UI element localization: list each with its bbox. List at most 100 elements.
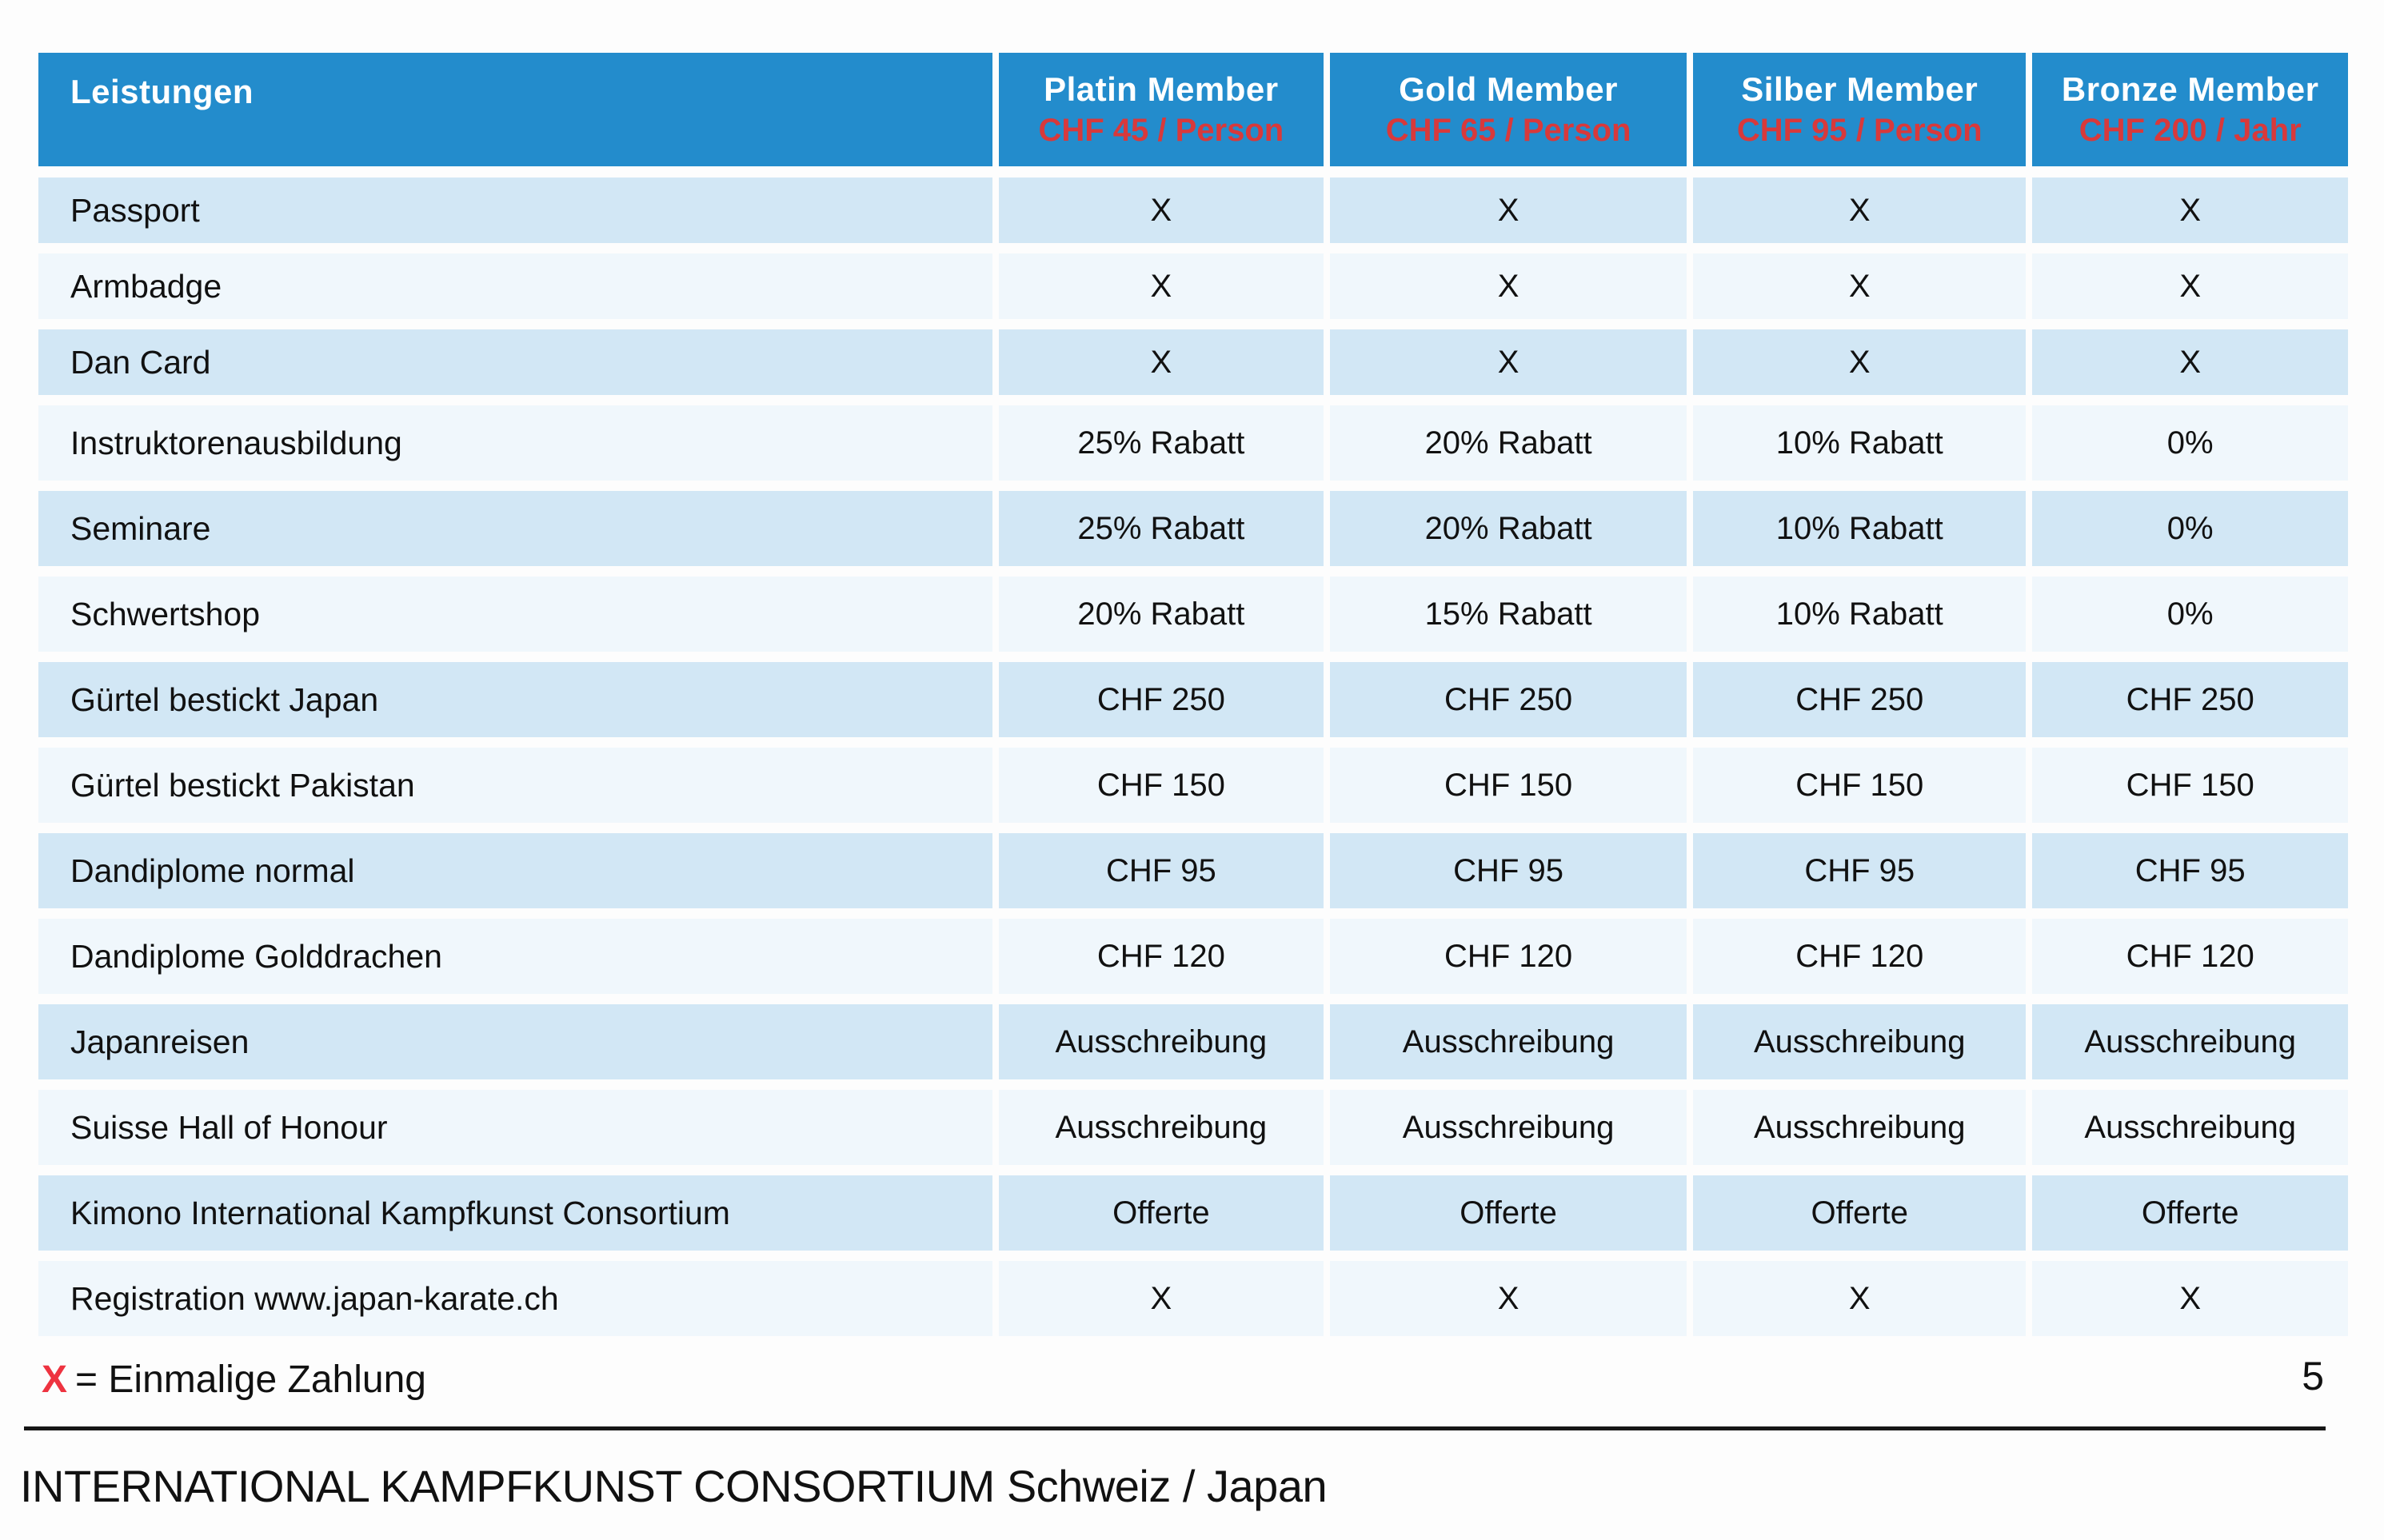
cell-value: CHF 95: [2032, 833, 2348, 908]
cell-value: CHF 250: [1330, 662, 1687, 737]
table-row: Armbadge X X X X: [38, 253, 2348, 319]
row-label: Dan Card: [38, 329, 992, 395]
cell-value: CHF 150: [1693, 748, 2027, 823]
cell-value: CHF 250: [2032, 662, 2348, 737]
cell-value: X: [998, 329, 1324, 395]
table-row: Dan Card X X X X: [38, 329, 2348, 395]
cell-value: 20% Rabatt: [1330, 491, 1687, 566]
table-row: Dandiplome normal CHF 95 CHF 95 CHF 95 CHF 9…: [38, 833, 2348, 908]
cell-value: 10% Rabatt: [1693, 577, 2027, 652]
cell-value: Offerte: [1693, 1175, 2027, 1251]
table-row: Suisse Hall of Honour Ausschreibung Aussch…: [38, 1090, 2348, 1165]
cell-value: X: [1330, 1261, 1687, 1336]
member-tier-name: Bronze Member: [2061, 70, 2319, 108]
legend: X = Einmalige Zahlung: [42, 1358, 426, 1402]
cell-value: X: [1330, 329, 1687, 395]
table-row: Gürtel bestickt Pakistan CHF 150 CHF 150 CH…: [38, 748, 2348, 823]
cell-value: Offerte: [2032, 1175, 2348, 1251]
cell-value: X: [998, 178, 1324, 243]
table-row: Gürtel bestickt Japan CHF 250 CHF 250 CHF 2…: [38, 662, 2348, 737]
row-label: Dandiplome normal: [38, 833, 992, 908]
cell-value: Offerte: [998, 1175, 1324, 1251]
member-tier-price: CHF 65 / Person: [1385, 113, 1631, 149]
footer-organization-line: INTERNATIONAL KAMPFKUNST CONSORTIUM Schw…: [20, 1461, 1328, 1511]
cell-value: CHF 250: [1693, 662, 2027, 737]
table-row: Registration www.japan-karate.ch X X X X: [38, 1261, 2348, 1336]
cell-value: X: [998, 253, 1324, 319]
table-row: Passport X X X X: [38, 178, 2348, 243]
cell-value: Ausschreibung: [1693, 1090, 2027, 1165]
page-number: 5: [2302, 1354, 2324, 1398]
column-header-member: Gold Member CHF 65 / Person: [1330, 53, 1687, 166]
member-tier-name: Gold Member: [1399, 70, 1619, 108]
table-row: Dandiplome Golddrachen CHF 120 CHF 120 CHF …: [38, 919, 2348, 994]
row-label: Suisse Hall of Honour: [38, 1090, 992, 1165]
table-body: Passport X X X X Armbadge X X X X Dan Card X X X X Inst…: [38, 178, 2348, 1336]
cell-value: 0%: [2032, 577, 2348, 652]
cell-value: 25% Rabatt: [998, 491, 1324, 566]
row-label: Armbadge: [38, 253, 992, 319]
row-label: Schwertshop: [38, 577, 992, 652]
row-label: Gürtel bestickt Pakistan: [38, 748, 992, 823]
cell-value: CHF 120: [1330, 919, 1687, 994]
cell-value: 10% Rabatt: [1693, 405, 2027, 481]
row-label: Passport: [38, 178, 992, 243]
column-header-member: Silber Member CHF 95 / Person: [1693, 53, 2027, 166]
cell-value: 10% Rabatt: [1693, 491, 2027, 566]
cell-value: Ausschreibung: [998, 1004, 1324, 1079]
table-row: Instruktorenausbildung 25% Rabatt 20% Raba…: [38, 405, 2348, 481]
row-label: Instruktorenausbildung: [38, 405, 992, 481]
member-tier-price: CHF 95 / Person: [1736, 113, 1983, 149]
cell-value: CHF 120: [1693, 919, 2027, 994]
table-row: Schwertshop 20% Rabatt 15% Rabatt 10% Rabat…: [38, 577, 2348, 652]
cell-value: Ausschreibung: [2032, 1004, 2348, 1079]
cell-value: CHF 150: [1330, 748, 1687, 823]
cell-value: X: [1330, 253, 1687, 319]
cell-value: X: [1693, 253, 2027, 319]
membership-benefits-table: Leistungen Platin Member CHF 45 / Person G…: [38, 53, 2348, 1336]
row-label: Kimono International Kampfkunst Consorti…: [38, 1175, 992, 1251]
cell-value: CHF 95: [1693, 833, 2027, 908]
table-row: Seminare 25% Rabatt 20% Rabatt 10% Rabatt 0%: [38, 491, 2348, 566]
row-label: Registration www.japan-karate.ch: [38, 1261, 992, 1336]
column-header-member: Bronze Member CHF 200 / Jahr: [2032, 53, 2348, 166]
member-tier-price: CHF 45 / Person: [1038, 113, 1284, 149]
cell-value: 20% Rabatt: [998, 577, 1324, 652]
cell-value: CHF 95: [998, 833, 1324, 908]
cell-value: X: [1693, 329, 2027, 395]
column-header-label: Leistungen: [70, 73, 254, 110]
table-row: Japanreisen Ausschreibung Ausschreibung Aus…: [38, 1004, 2348, 1079]
member-tier-price: CHF 200 / Jahr: [2079, 113, 2302, 149]
cell-value: X: [2032, 1261, 2348, 1336]
table-row: Kimono International Kampfkunst Consorti…: [38, 1175, 2348, 1251]
column-header-leistungen: Leistungen: [38, 53, 992, 166]
cell-value: CHF 150: [998, 748, 1324, 823]
cell-value: Ausschreibung: [1330, 1004, 1687, 1079]
cell-value: Ausschreibung: [2032, 1090, 2348, 1165]
cell-value: X: [2032, 329, 2348, 395]
cell-value: CHF 120: [2032, 919, 2348, 994]
member-tier-name: Silber Member: [1741, 70, 1979, 108]
legend-text: = Einmalige Zahlung: [75, 1358, 426, 1401]
row-label: Japanreisen: [38, 1004, 992, 1079]
cell-value: CHF 120: [998, 919, 1324, 994]
cell-value: X: [1330, 178, 1687, 243]
cell-value: X: [1693, 178, 2027, 243]
cell-value: 0%: [2032, 491, 2348, 566]
cell-value: CHF 95: [1330, 833, 1687, 908]
cell-value: Offerte: [1330, 1175, 1687, 1251]
footer-divider-line: [24, 1426, 2326, 1430]
cell-value: X: [998, 1261, 1324, 1336]
column-header-member: Platin Member CHF 45 / Person: [998, 53, 1324, 166]
row-label: Seminare: [38, 491, 992, 566]
cell-value: Ausschreibung: [998, 1090, 1324, 1165]
cell-value: Ausschreibung: [1693, 1004, 2027, 1079]
cell-value: X: [2032, 253, 2348, 319]
cell-value: CHF 250: [998, 662, 1324, 737]
cell-value: X: [1693, 1261, 2027, 1336]
cell-value: 0%: [2032, 405, 2348, 481]
member-tier-name: Platin Member: [1044, 70, 1279, 108]
row-label: Dandiplome Golddrachen: [38, 919, 992, 994]
row-label: Gürtel bestickt Japan: [38, 662, 992, 737]
